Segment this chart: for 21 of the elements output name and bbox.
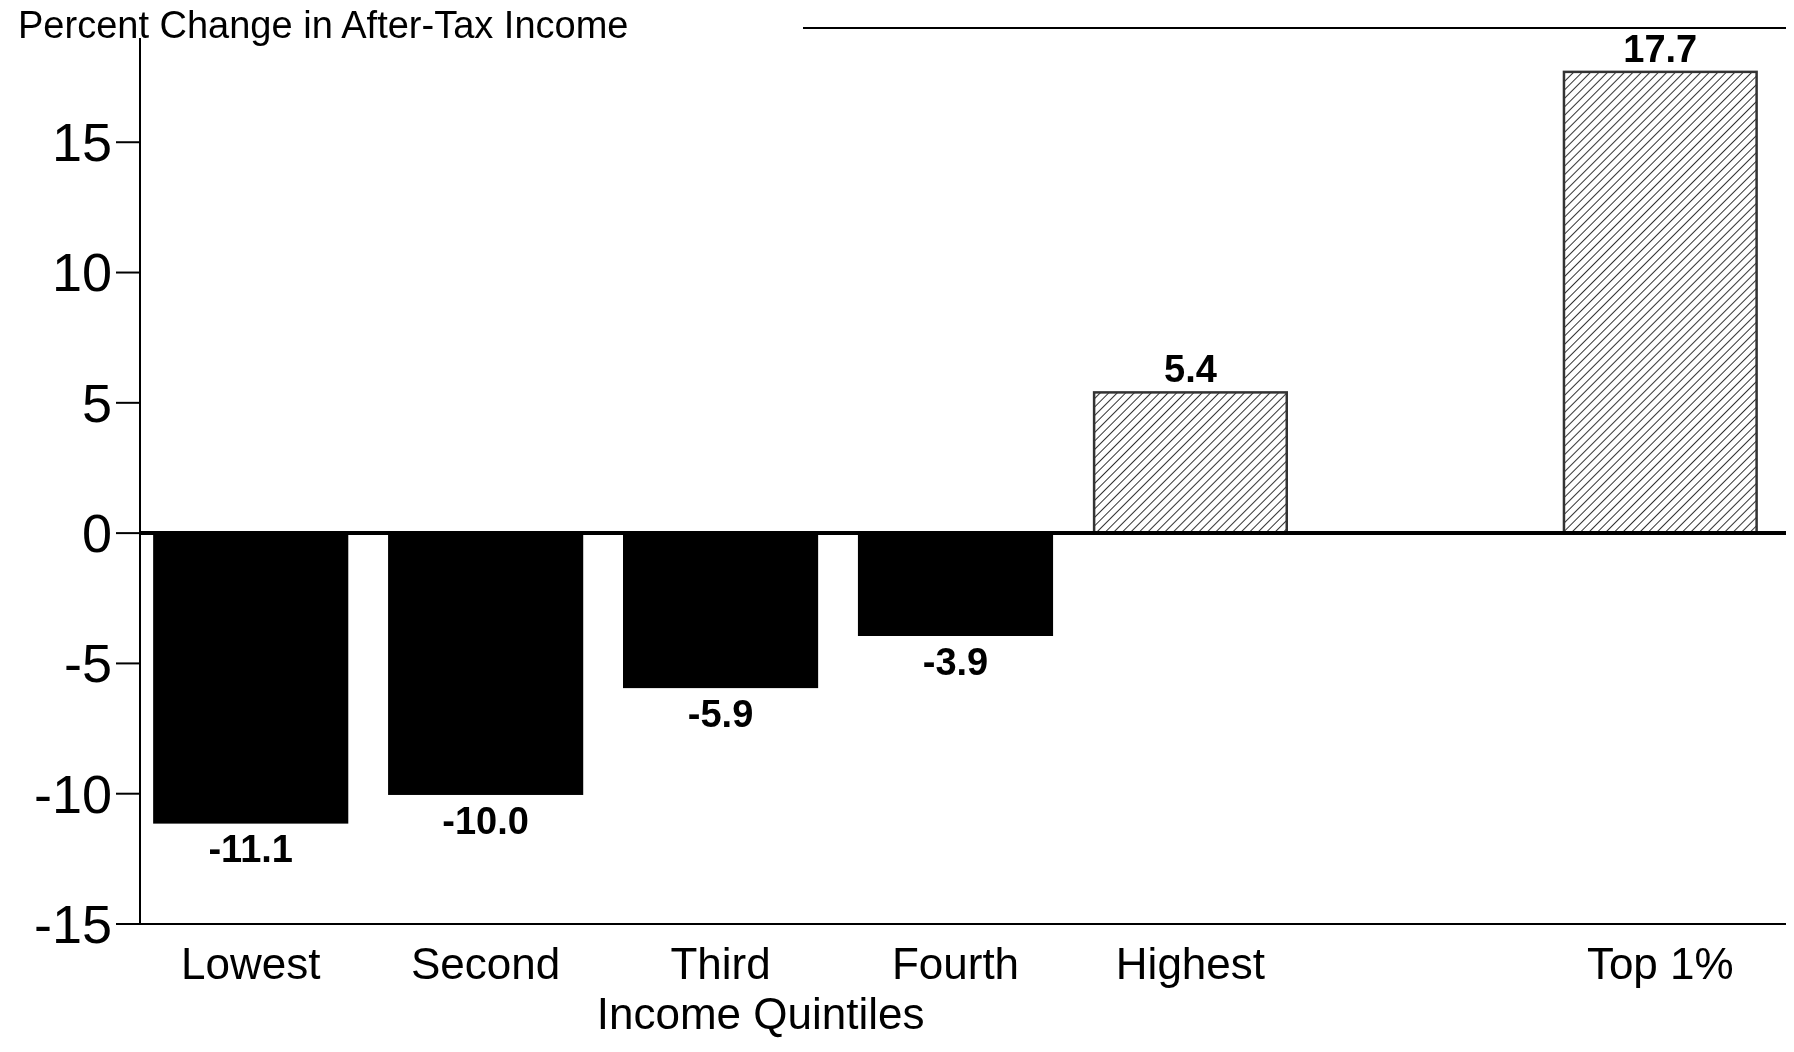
y-tick-label: -15 [33,893,112,954]
y-tick-label: 0 [81,503,112,564]
data-label: -3.9 [922,640,989,683]
y-tick-label: 5 [81,372,112,433]
data-label: 5.4 [1164,348,1217,391]
x-tick-label: Highest [1115,939,1266,988]
y-tick-label: -5 [63,633,112,694]
x-tick-label: Top 1% [1586,939,1734,988]
data-label: 17.7 [1623,27,1698,70]
y-tick-label: 15 [51,112,112,173]
data-label: -11.1 [208,828,293,871]
data-label: -10.0 [442,799,529,842]
x-tick-label: Fourth [891,939,1020,988]
x-tick-label: Lowest [181,939,321,988]
x-tick-label: Third [670,939,771,988]
y-tick-label: 10 [51,242,112,303]
y-tick-label: -10 [33,763,112,824]
x-axis-title: Income Quintiles [596,989,925,1038]
y-axis-title: Percent Change in After-Tax Income [18,4,629,46]
x-tick-label: Second [411,939,561,988]
data-label: -5.9 [687,692,754,735]
